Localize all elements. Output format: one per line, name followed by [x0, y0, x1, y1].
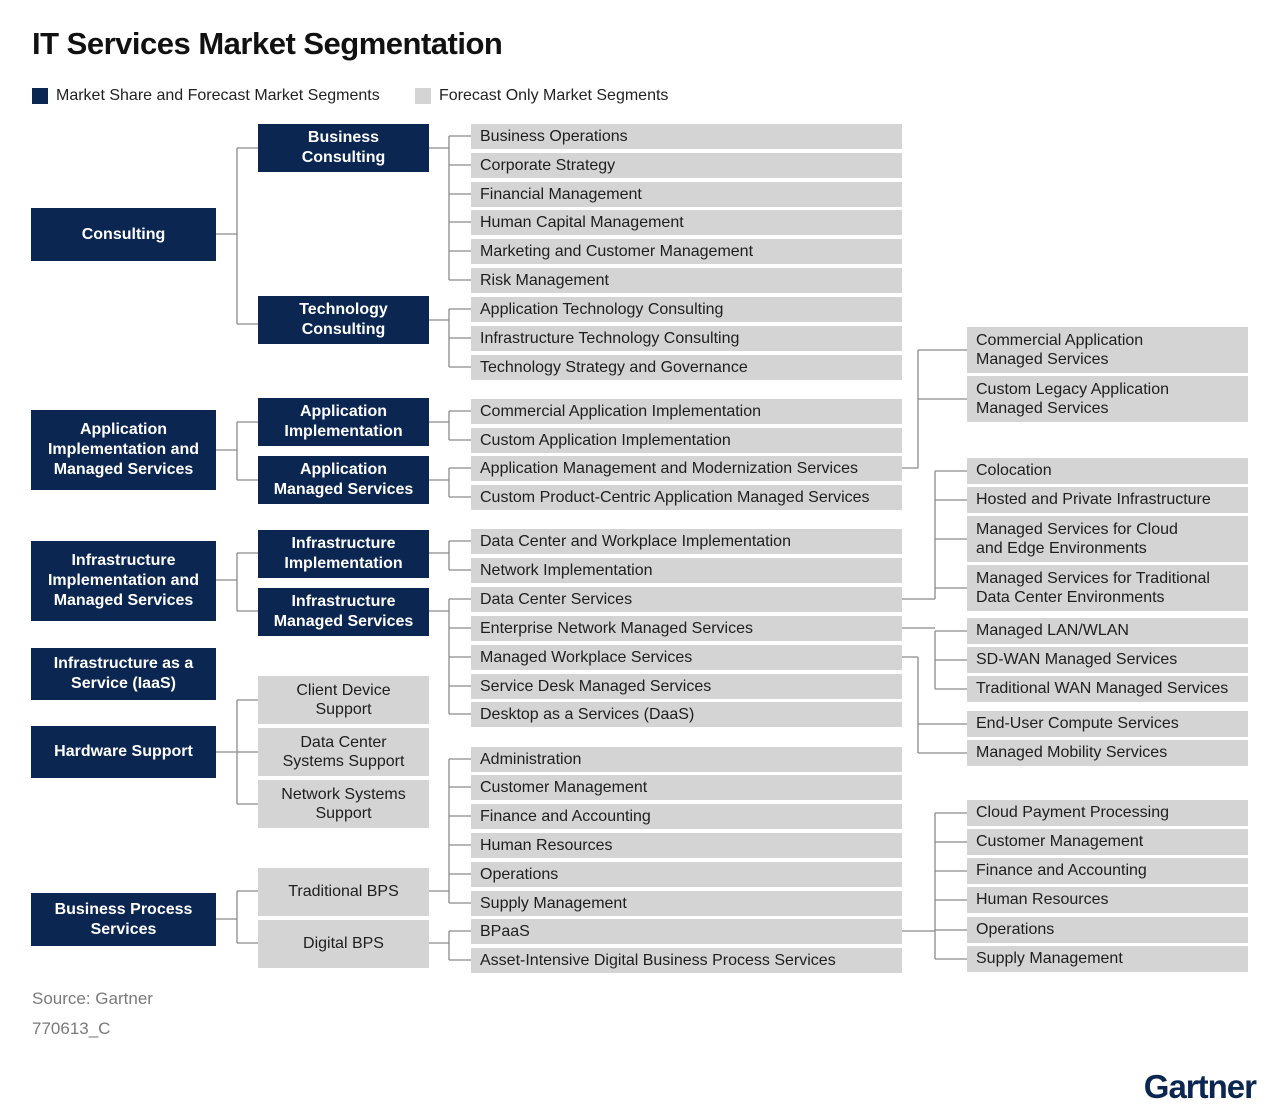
gartner-logo: Gartner: [1143, 1068, 1257, 1105]
detail-operations: Operations: [967, 917, 1248, 943]
subsegment-application-implementation: Application Implementation: [258, 398, 429, 446]
subsegment-business-consulting: Business Consulting: [258, 124, 429, 172]
item-custom-application-implementation: Custom Application Implementation: [471, 428, 902, 453]
subsegment-infrastructure-managed-services: Infrastructure Managed Services: [258, 588, 429, 636]
detail-managed-mobility: Managed Mobility Services: [967, 740, 1248, 766]
item-risk-management: Risk Management: [471, 268, 902, 293]
segment-hardware-support: Hardware Support: [31, 726, 216, 778]
segment-application-implementation-managed-services: Application Implementation and Managed S…: [31, 410, 216, 490]
item-data-center-services: Data Center Services: [471, 587, 902, 612]
legend-label: Forecast Only Market Segments: [439, 87, 669, 104]
item-service-desk-managed: Service Desk Managed Services: [471, 674, 902, 699]
item-bpaas: BPaaS: [471, 919, 902, 944]
detail-customer-management: Customer Management: [967, 829, 1248, 855]
legend-item-forecast-only: Forecast Only Market Segments: [415, 86, 668, 106]
legend-item-market-share: Market Share and Forecast Market Segment…: [32, 86, 380, 106]
subsegment-traditional-bps: Traditional BPS: [258, 868, 429, 916]
subsegment-client-device-support: Client Device Support: [258, 676, 429, 724]
detail-colocation: Colocation: [967, 458, 1248, 484]
legend-label: Market Share and Forecast Market Segment…: [56, 87, 380, 104]
navy-swatch-icon: [32, 88, 48, 104]
item-technology-strategy-governance: Technology Strategy and Governance: [471, 355, 902, 380]
item-administration: Administration: [471, 747, 902, 772]
page-title: IT Services Market Segmentation: [32, 26, 503, 61]
subsegment-network-systems-support: Network Systems Support: [258, 780, 429, 828]
item-desktop-as-service: Desktop as a Services (DaaS): [471, 702, 902, 727]
item-customer-management: Customer Management: [471, 775, 902, 800]
detail-end-user-compute: End-User Compute Services: [967, 711, 1248, 737]
detail-finance-accounting: Finance and Accounting: [967, 858, 1248, 884]
subsegment-data-center-systems-support: Data Center Systems Support: [258, 728, 429, 776]
detail-managed-cloud-edge: Managed Services for Cloud and Edge Envi…: [967, 516, 1248, 562]
figure-code: 770613_C: [32, 1019, 111, 1038]
item-asset-intensive-digital-bps: Asset-Intensive Digital Business Process…: [471, 948, 902, 973]
subsegment-application-managed-services: Application Managed Services: [258, 456, 429, 504]
grey-swatch-icon: [415, 88, 431, 104]
item-application-technology-consulting: Application Technology Consulting: [471, 297, 902, 322]
detail-human-resources: Human Resources: [967, 887, 1248, 913]
subsegment-technology-consulting: Technology Consulting: [258, 296, 429, 344]
item-network-implementation: Network Implementation: [471, 558, 902, 583]
subsegment-infrastructure-implementation: Infrastructure Implementation: [258, 530, 429, 578]
detail-sdwan-managed: SD-WAN Managed Services: [967, 647, 1248, 673]
item-corporate-strategy: Corporate Strategy: [471, 153, 902, 178]
detail-custom-legacy-application-managed: Custom Legacy Application Managed Servic…: [967, 376, 1248, 422]
subsegment-digital-bps: Digital BPS: [258, 920, 429, 968]
item-enterprise-network-managed: Enterprise Network Managed Services: [471, 616, 902, 641]
item-commercial-application-implementation: Commercial Application Implementation: [471, 399, 902, 424]
detail-hosted-private-infrastructure: Hosted and Private Infrastructure: [967, 487, 1248, 513]
detail-managed-lan-wlan: Managed LAN/WLAN: [967, 618, 1248, 644]
item-data-center-workplace-implementation: Data Center and Workplace Implementation: [471, 529, 902, 554]
detail-commercial-application-managed: Commercial Application Managed Services: [967, 327, 1248, 373]
detail-traditional-wan-managed: Traditional WAN Managed Services: [967, 676, 1248, 702]
segment-business-process-services: Business Process Services: [31, 893, 216, 946]
source-note: Source: Gartner: [32, 989, 153, 1008]
item-supply-management: Supply Management: [471, 891, 902, 916]
item-marketing-customer-management: Marketing and Customer Management: [471, 239, 902, 264]
item-managed-workplace: Managed Workplace Services: [471, 645, 902, 670]
item-custom-product-centric: Custom Product-Centric Application Manag…: [471, 485, 902, 510]
item-financial-management: Financial Management: [471, 182, 902, 207]
item-human-resources: Human Resources: [471, 833, 902, 858]
item-infrastructure-technology-consulting: Infrastructure Technology Consulting: [471, 326, 902, 351]
item-operations: Operations: [471, 862, 902, 887]
item-finance-accounting: Finance and Accounting: [471, 804, 902, 829]
item-application-management-modernization: Application Management and Modernization…: [471, 456, 902, 481]
item-business-operations: Business Operations: [471, 124, 902, 149]
detail-supply-management: Supply Management: [967, 946, 1248, 972]
segment-iaas: Infrastructure as a Service (IaaS): [31, 648, 216, 700]
detail-managed-traditional-data-center: Managed Services for Traditional Data Ce…: [967, 565, 1248, 611]
segment-consulting: Consulting: [31, 208, 216, 261]
segment-infrastructure-implementation-managed-services: Infrastructure Implementation and Manage…: [31, 541, 216, 621]
item-human-capital-management: Human Capital Management: [471, 210, 902, 235]
detail-cloud-payment-processing: Cloud Payment Processing: [967, 800, 1248, 826]
